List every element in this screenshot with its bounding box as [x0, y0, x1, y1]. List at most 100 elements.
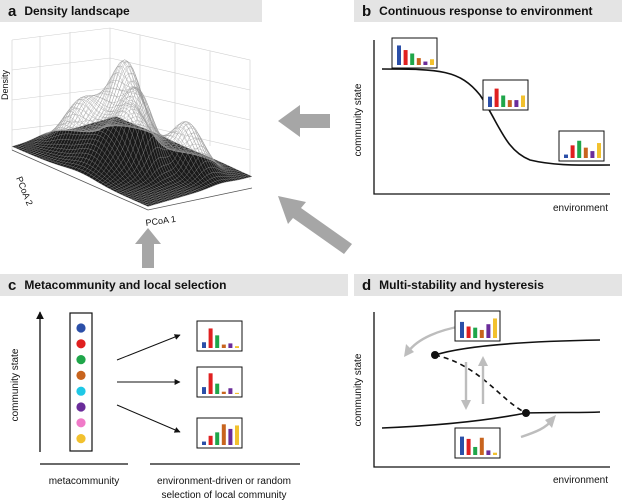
lower-tipping-point [522, 409, 530, 417]
panel-b-y-label: community state [353, 83, 364, 156]
panel-a-x-label: PCoA 1 [145, 214, 177, 228]
panel-d-letter: d [362, 276, 372, 294]
panel-c-x-label-right-1: environment-driven or random [157, 476, 291, 487]
panel-b-axes [373, 40, 610, 195]
panel-b-letter: b [362, 2, 372, 20]
inset-bar [564, 154, 568, 158]
inset-bar [473, 327, 478, 338]
metacommunity-box [69, 312, 93, 452]
metacommunity-dot-pink [76, 418, 86, 428]
panel-a-landscape: Density PCoA 2 PCoA 1 [0, 27, 253, 228]
panel-d-y-label: community state [353, 353, 364, 426]
inset-bar [583, 147, 588, 158]
inset-bar [202, 342, 206, 348]
panel-d-header: d Multi-stability and hysteresis [354, 274, 622, 296]
composition-inset-3 [558, 130, 605, 162]
inset-bar [590, 151, 595, 158]
panel-b-title: Continuous response to environment [379, 4, 593, 18]
unstable-branch [434, 354, 527, 414]
inset-bar [466, 438, 471, 455]
panel-b-header: b Continuous response to environment [354, 0, 622, 22]
panel-d-axes [373, 312, 610, 468]
metacommunity-dots [76, 323, 86, 444]
inset-bar [215, 383, 220, 394]
lower-branch-right [525, 411, 601, 414]
inset-bar [570, 145, 575, 158]
lower-stable-branch [381, 412, 527, 429]
inset-bar [228, 428, 233, 445]
inset-bar [488, 96, 492, 107]
inset-bar [493, 318, 497, 338]
panel-c-plot: community state metacommunity environmen… [10, 311, 300, 501]
hysteresis-arrowheads [404, 344, 556, 428]
inset-bar [228, 343, 233, 348]
composition-inset-7 [454, 310, 501, 342]
panel-d-title: Multi-stability and hysteresis [379, 278, 544, 292]
inset-bar [430, 59, 434, 65]
inset-bar [235, 392, 239, 394]
inset-bar [235, 346, 239, 348]
inset-bar [403, 50, 408, 65]
inset-bar [208, 373, 213, 394]
arrow-b-to-a [278, 105, 330, 137]
panel-b-response-curve [381, 68, 611, 166]
inset-bar [507, 100, 512, 107]
metacommunity-dot-orange [76, 370, 86, 380]
inset-bar [202, 441, 206, 445]
arrow-d-to-a [278, 196, 352, 254]
inset-bar [215, 335, 220, 348]
inset-bar [202, 387, 206, 394]
inset-bar [514, 100, 519, 107]
inset-bar [460, 436, 464, 455]
inset-bar [228, 388, 233, 394]
metacommunity-dot-blue [76, 323, 86, 333]
inset-bar [215, 432, 220, 445]
metacommunity-dot-green [76, 355, 86, 365]
panel-c-letter: c [8, 276, 17, 294]
inset-bar [221, 391, 226, 394]
metacommunity-dot-red [76, 339, 86, 349]
inset-bar [416, 58, 421, 65]
panel-a-letter: a [8, 2, 17, 20]
panel-c-header: c Metacommunity and local selection [0, 274, 348, 296]
selection-arrow-bottom [116, 404, 181, 433]
inset-bar [494, 88, 499, 107]
composition-inset-1 [391, 37, 438, 69]
surface-mesh [11, 59, 253, 207]
inset-bar [423, 61, 428, 65]
inset-bar [208, 435, 213, 445]
composition-inset-8 [454, 427, 501, 459]
panel-d-plot: community state environment [353, 312, 610, 486]
panel-a-z-label: Density [0, 69, 10, 100]
inset-bar [397, 45, 401, 65]
inset-bar [410, 53, 415, 65]
inset-bar [208, 328, 213, 348]
inset-bar [521, 95, 525, 107]
composition-inset-6 [196, 417, 243, 449]
inset-bar [486, 450, 491, 455]
community-composition-insets [196, 37, 605, 459]
inset-bar [597, 143, 601, 158]
composition-inset-5 [196, 366, 243, 398]
panel-b-x-label: environment [553, 203, 608, 214]
arrow-c-to-a [135, 228, 161, 268]
panel-b-plot: community state environment [353, 40, 611, 214]
panel-a-base-edges [11, 149, 253, 211]
inset-bar [235, 425, 239, 445]
metacommunity-dot-cyan [76, 386, 86, 396]
panel-c-title: Metacommunity and local selection [24, 278, 227, 292]
upper-stable-branch [434, 339, 601, 356]
panel-a-header: a Density landscape [0, 0, 262, 22]
inset-bar [466, 326, 471, 338]
composition-inset-4 [196, 320, 243, 352]
inset-bar [501, 95, 506, 107]
inset-bar [221, 424, 226, 445]
metacommunity-dot-yellow [76, 434, 86, 444]
metacommunity-dot-purple [76, 402, 86, 412]
density-surface [11, 59, 253, 207]
inset-bar [473, 446, 478, 455]
inset-bar [479, 437, 484, 455]
panel-c-x-label-right-2: selection of local community [161, 490, 286, 501]
panel-c-x-label-left: metacommunity [49, 476, 120, 487]
